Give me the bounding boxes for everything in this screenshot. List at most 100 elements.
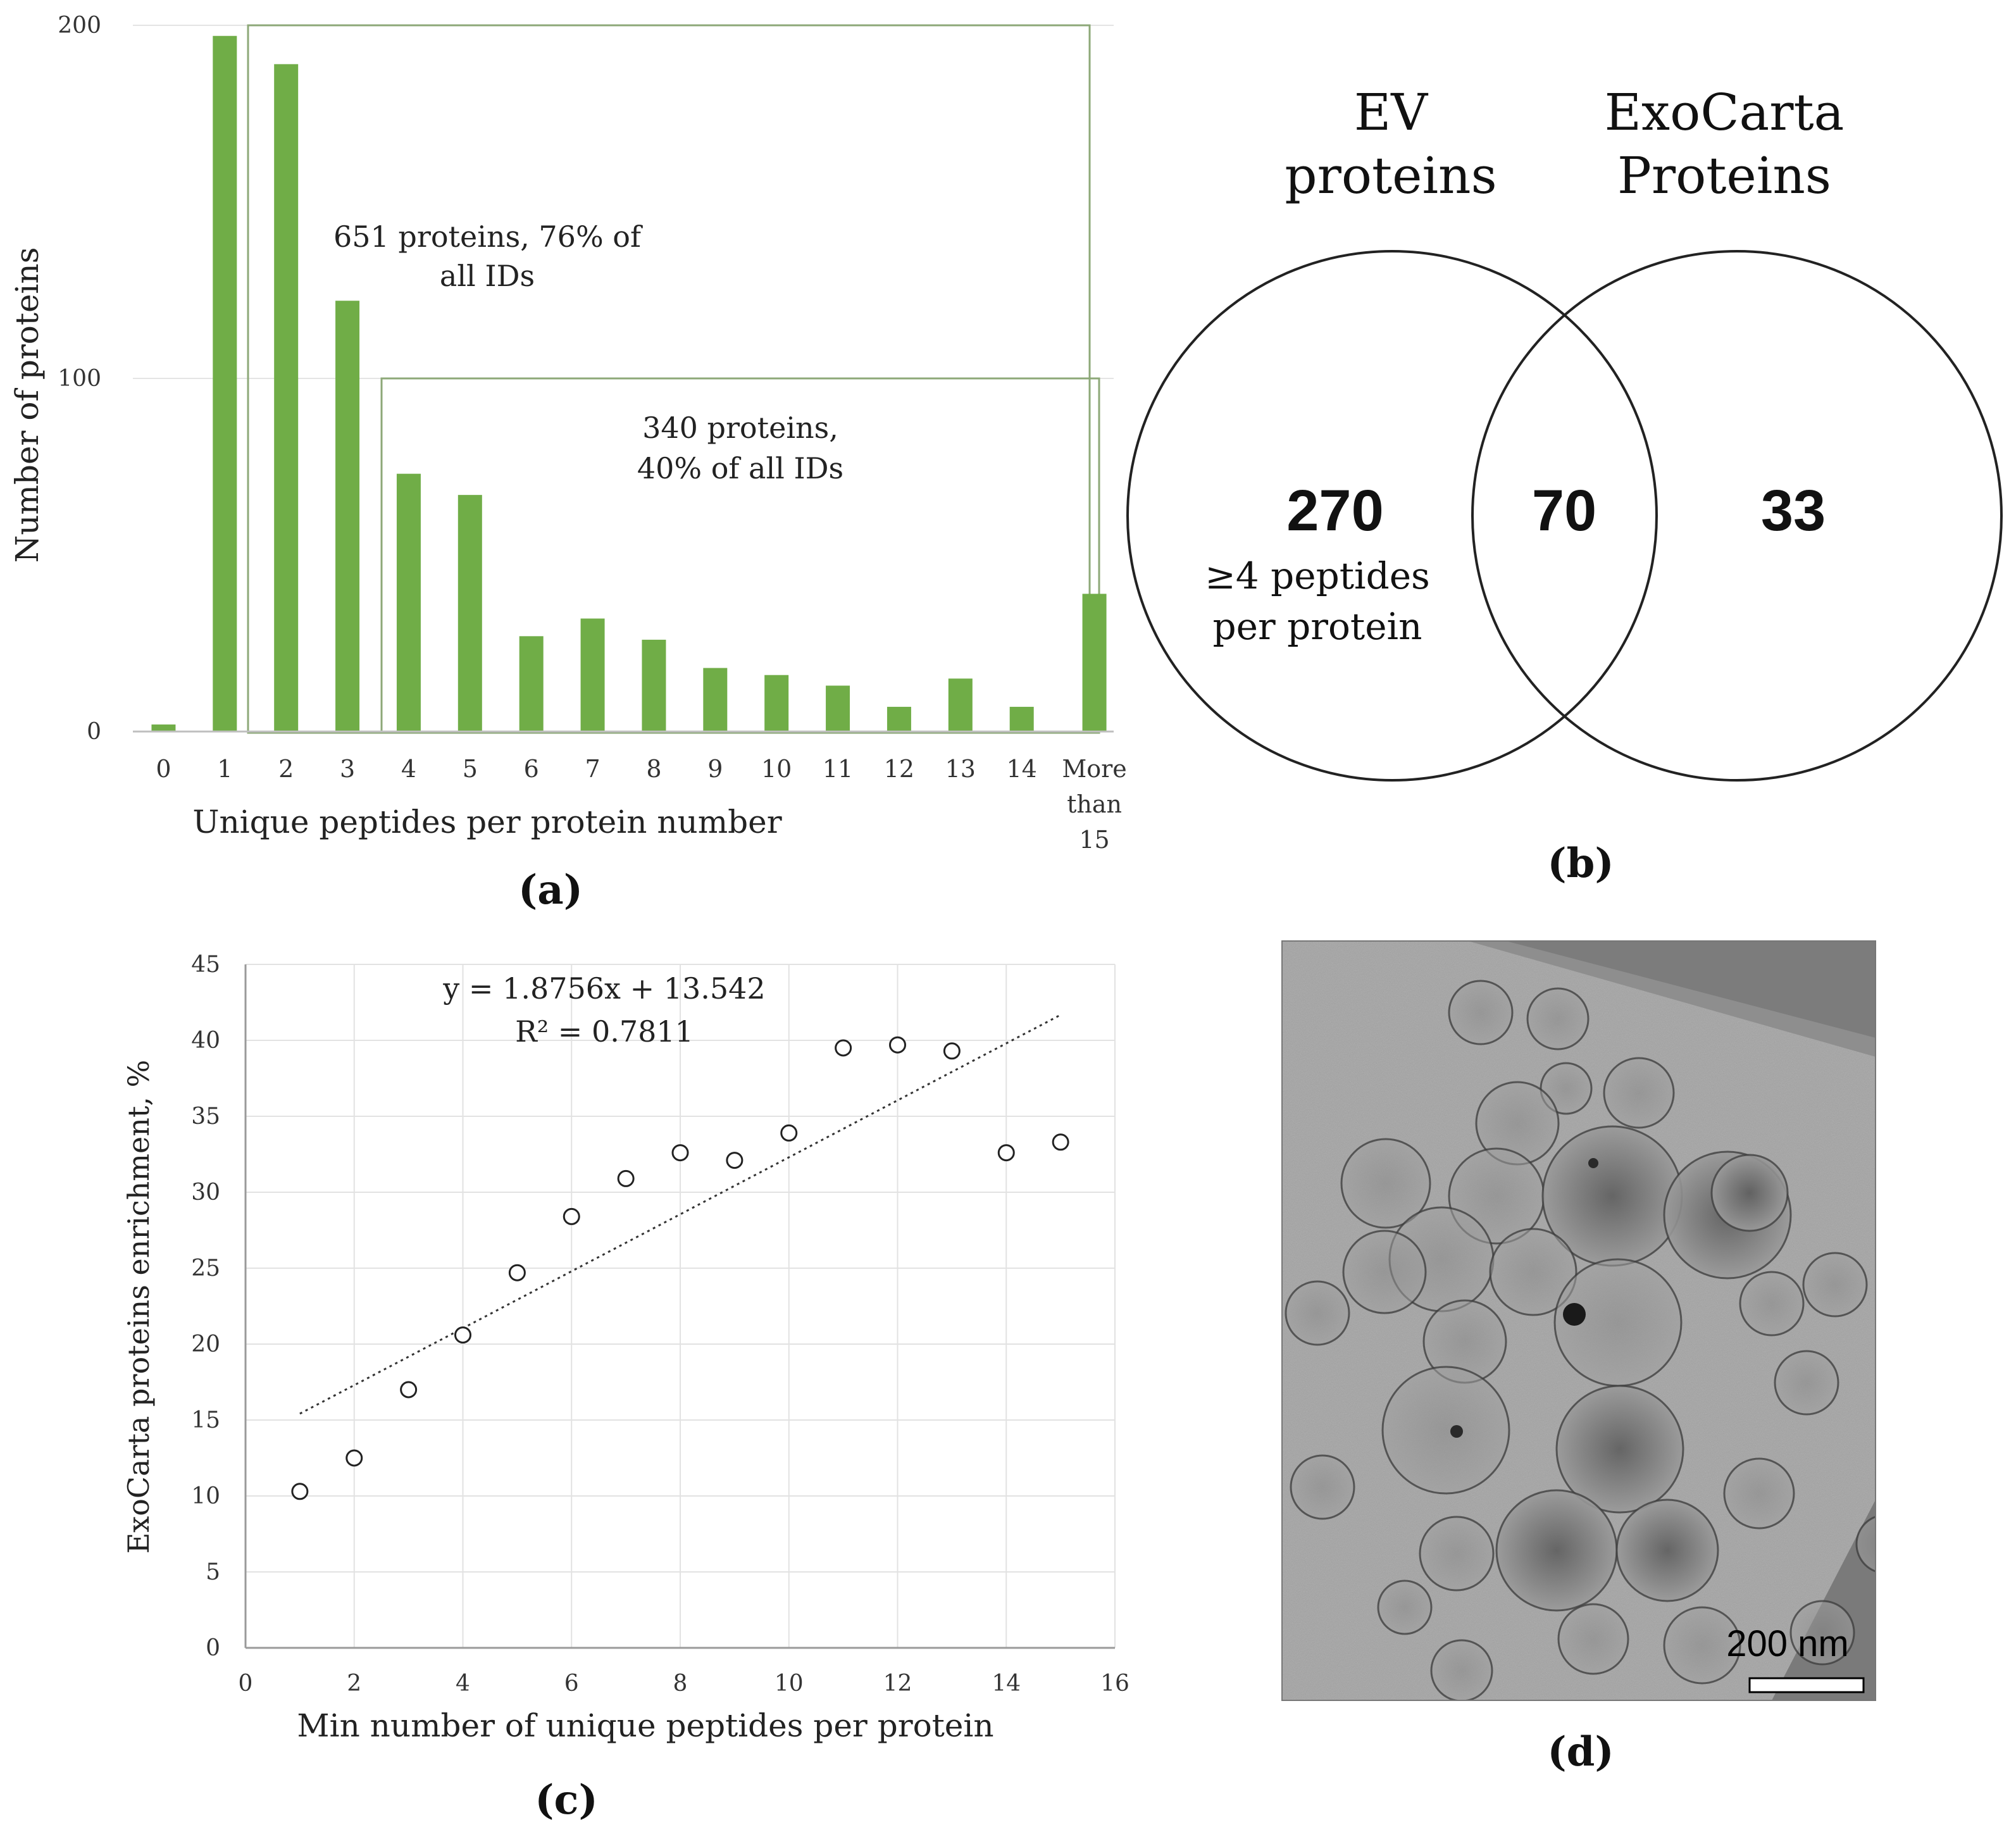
venn-count-overlap: 70	[1532, 478, 1596, 543]
micrograph-vesicle-fill	[1541, 1063, 1591, 1114]
c-points	[291, 1036, 1069, 1500]
micrograph-vesicle-fill	[1803, 1253, 1867, 1316]
c-equation: y = 1.8756x + 13.542	[442, 971, 765, 1006]
micrograph-vesicle-fill	[1604, 1058, 1674, 1128]
micrograph-vesicle-fill	[1431, 1640, 1492, 1700]
micrograph-vesicle-fill	[1712, 1155, 1788, 1231]
c-point	[345, 1449, 363, 1467]
venn-set-ev-line1: EV	[1354, 83, 1428, 142]
a-x-tick-label: 14	[1007, 755, 1037, 783]
venn-set-exocarta-line2: Proteins	[1617, 146, 1831, 205]
micrograph-vesicle-fill	[1528, 988, 1588, 1049]
micrograph-vesicle-fill	[1543, 1126, 1682, 1266]
micrograph-vesicle-fill	[1555, 1259, 1681, 1386]
a-x-tick-label: 7	[585, 755, 600, 783]
c-point	[1052, 1133, 1069, 1151]
venn-circle-exocarta	[1471, 250, 2003, 782]
a-x-tick-label: 3	[340, 755, 355, 783]
a-x-tick-label: 12	[884, 755, 914, 783]
micrograph-vesicle-fill	[1791, 1601, 1854, 1664]
panel-b-venn-diagram: EV proteins ExoCarta Proteins 270 70 33 …	[1126, 83, 2003, 887]
micrograph-vesicle-fill	[1341, 1139, 1430, 1228]
micrograph-vesicle-fill	[1664, 1607, 1740, 1683]
micrograph-vesicle-membrane	[1723, 1457, 1795, 1530]
c-point	[508, 1264, 526, 1281]
a-x-tick-label: More	[1062, 755, 1126, 783]
micrograph-vesicle-fill	[1291, 1455, 1354, 1519]
micrograph-vesicle-fill	[1617, 1500, 1718, 1601]
c-point	[400, 1381, 418, 1399]
a-y-tick-label: 200	[58, 13, 101, 39]
micrograph-vesicle-fill	[1424, 1300, 1506, 1383]
a-bar	[519, 636, 544, 732]
a-x-tick-label: 10	[761, 755, 792, 783]
a-x-tick-label: 8	[646, 755, 661, 783]
micrograph-vesicle-membrane	[1663, 1150, 1792, 1280]
micrograph-vesicle-membrane	[1342, 1230, 1427, 1314]
a-bar	[703, 668, 728, 732]
a-annotation-651-line1: 651 proteins, 76% of	[333, 220, 643, 254]
c-y-tick-label: 35	[191, 1104, 220, 1130]
a-annotation-340-line2: 40% of all IDs	[637, 451, 843, 485]
c-point	[943, 1042, 961, 1060]
a-bar	[457, 495, 482, 732]
venn-note-line2: per protein	[1213, 605, 1422, 648]
c-r-squared: R² = 0.7811	[515, 1014, 694, 1049]
micrograph-scale-bar	[1748, 1677, 1865, 1693]
c-x-tick-labels: 0 2 4 6 8 10 12 14 16	[239, 1671, 1129, 1697]
a-x-tick-label: than	[1067, 790, 1122, 818]
micrograph-vesicle-fill	[1557, 1386, 1683, 1512]
a-y-tick-label: 0	[87, 719, 101, 745]
micrograph-vesicle-membrane	[1774, 1350, 1839, 1416]
c-y-tick-labels: 0 5 10 15 20 25 30 35 40 45	[191, 952, 220, 1661]
a-bar	[948, 678, 973, 732]
c-x-tick-label: 0	[239, 1671, 253, 1697]
c-point	[835, 1039, 852, 1057]
c-x-tick-label: 14	[992, 1671, 1021, 1697]
a-bar	[764, 675, 789, 732]
micrograph-vesicle-membrane	[1789, 1600, 1855, 1666]
a-x-tick-label: 4	[401, 755, 416, 783]
c-x-tick-label: 10	[775, 1671, 804, 1697]
a-y-tick-label: 100	[58, 366, 101, 392]
a-x-tick-label: 5	[463, 755, 478, 783]
a-annotation-651-line2: all IDs	[440, 259, 535, 293]
micrograph-vesicle-fill	[1383, 1367, 1509, 1493]
micrograph-vesicle-membrane	[1448, 980, 1514, 1045]
c-x-axis-label: Min number of unique peptides per protei…	[297, 1707, 993, 1744]
micrograph-vesicle-membrane	[1555, 1385, 1684, 1514]
c-y-tick-label: 5	[206, 1559, 220, 1585]
micrograph-vesicle-fill	[1378, 1581, 1431, 1634]
c-trendline	[299, 1014, 1061, 1415]
panel-d-micrograph: 200 nm (d)	[1281, 940, 1876, 1776]
c-x-tick-label: 8	[673, 1671, 688, 1697]
c-trendline-group	[299, 1014, 1061, 1415]
micrograph-scale-label: 200 nm	[1726, 1623, 1848, 1664]
a-bar	[887, 706, 911, 732]
a-bar	[151, 724, 176, 732]
c-gridlines	[246, 964, 1116, 1648]
a-bar	[213, 35, 237, 732]
c-point	[563, 1207, 580, 1225]
micrograph-vesicle-membrane	[1489, 1228, 1577, 1316]
c-x-tick-label: 16	[1100, 1671, 1129, 1697]
c-axes	[244, 964, 1115, 1649]
a-annotation-boxes	[247, 24, 1100, 734]
a-x-tick-label: 9	[707, 755, 723, 783]
a-bar	[1082, 594, 1107, 732]
micrograph-vesicle-fill	[1476, 1082, 1559, 1164]
micrograph-vesicle-fill	[1420, 1517, 1493, 1590]
a-x-axis-label: Unique peptides per protein number	[192, 804, 781, 840]
c-y-tick-label: 10	[191, 1483, 220, 1509]
micrograph-vesicle-membrane	[1603, 1057, 1675, 1129]
micrograph-vesicle-fill	[1740, 1272, 1803, 1335]
a-bars	[151, 35, 1107, 732]
venn-count-ev-only: 270	[1286, 478, 1384, 543]
micrograph-vesicle-membrane	[1802, 1252, 1868, 1318]
c-y-tick-label: 0	[206, 1635, 220, 1661]
micrograph-vesicle-membrane	[1855, 1516, 1876, 1573]
c-y-tick-label: 25	[191, 1256, 220, 1281]
micrograph-vesicle-membrane	[1663, 1606, 1741, 1685]
